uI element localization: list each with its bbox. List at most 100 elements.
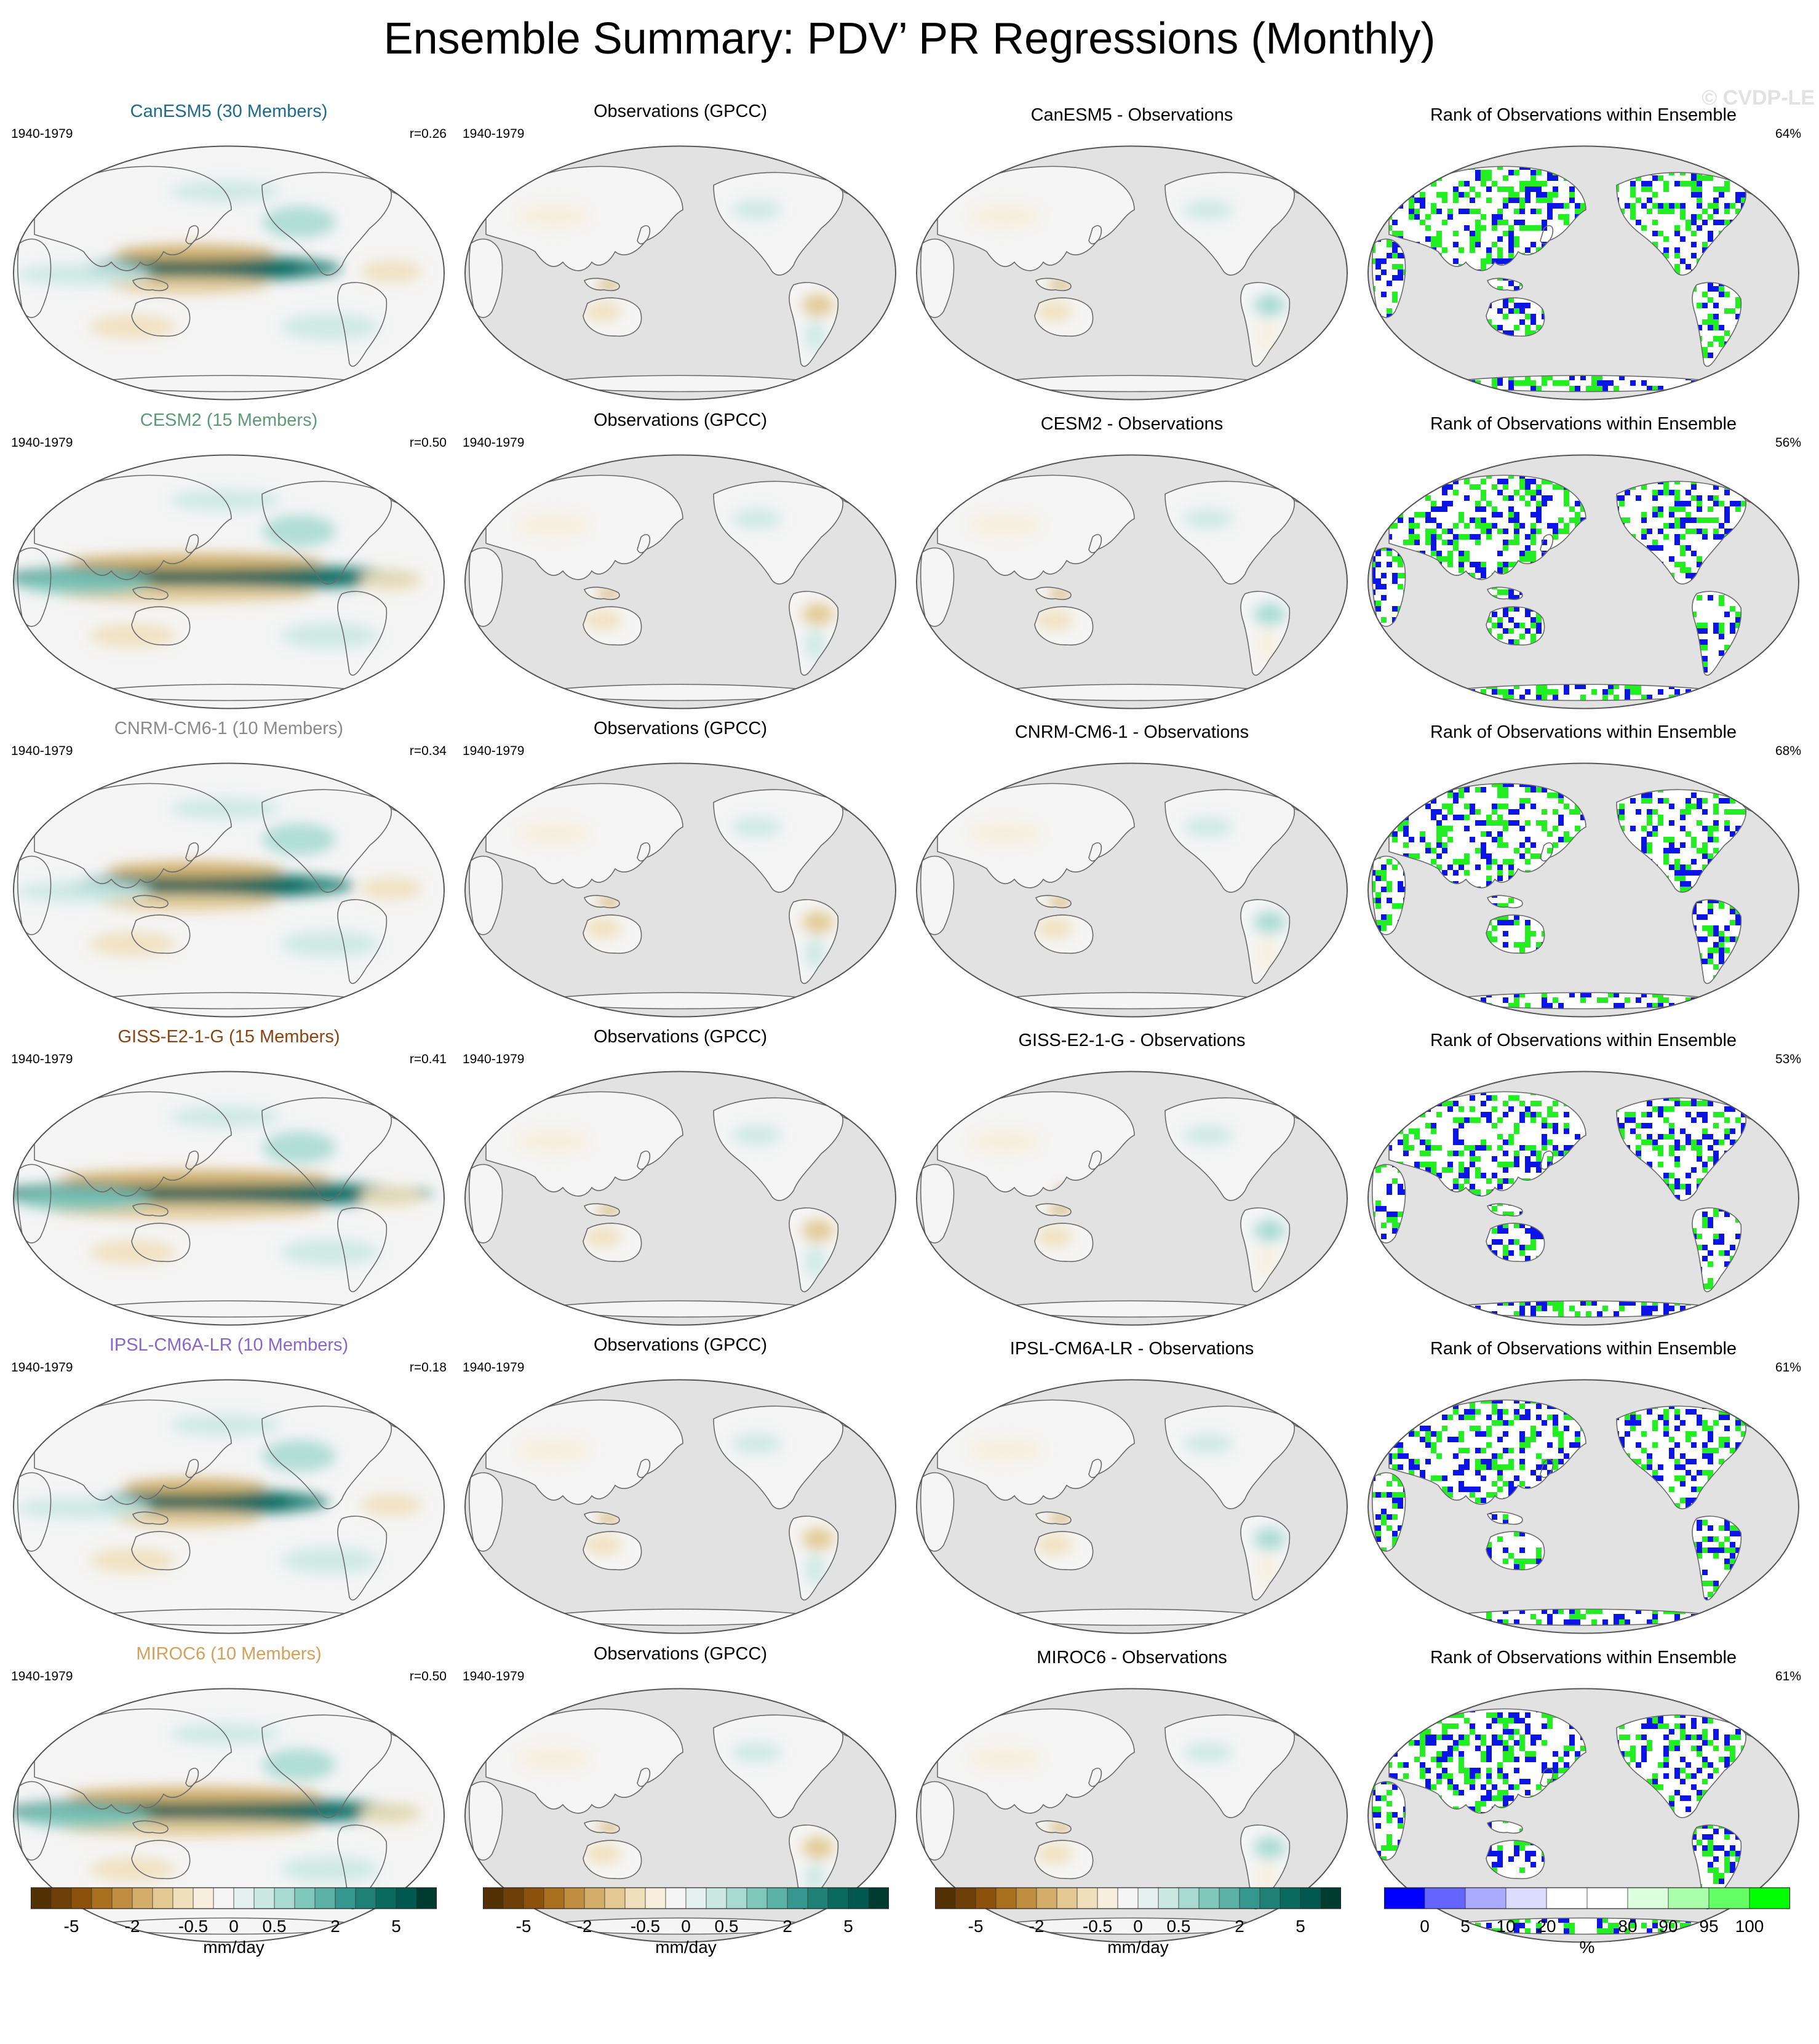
colorbar-swatch [624,1887,646,1909]
period-label: 1940-1979 [463,127,525,141]
rank-percent-label: 61% [1775,1669,1801,1683]
colorbar-swatch [868,1887,890,1909]
period-label: 1940-1979 [11,127,73,141]
colorbar-swatch [335,1887,356,1909]
page-title: Ensemble Summary: PDV’ PR Regressions (M… [383,14,1436,63]
colorbar-swatch [396,1887,417,1909]
colorbar-swatch [375,1887,397,1909]
colorbar-tick-label: -0.5 [630,1917,661,1936]
observations-title: Observations (GPCC) [593,719,767,738]
colorbar-swatch [1097,1887,1118,1909]
difference-title: CESM2 - Observations [1040,414,1224,434]
period-label: 1940-1979 [463,1360,525,1375]
map-panel-diff: GISS-E2-1-G - Observations [908,1026,1356,1333]
map-panel-rank: Rank of Observations within Ensemble 61% [1359,1334,1807,1642]
colorbar-swatch [1300,1887,1321,1909]
map-rank [1367,145,1799,401]
rank-percent-label: 64% [1775,127,1801,141]
rank-title: Rank of Observations within Ensemble [1430,105,1737,125]
map-panel-model: CanESM5 (30 Members) 1940-1979 r=0.26 [5,100,453,408]
model-title: IPSL-CM6A-LR (10 Members) [109,1335,349,1355]
colorbar-swatch [172,1887,194,1909]
colorbar-swatch [995,1887,1017,1909]
colorbar-swatch [50,1887,72,1909]
map-diff [916,1379,1348,1634]
colorbar-tick-label: 2 [1235,1917,1244,1936]
colorbar-swatch [1280,1887,1301,1909]
colorbar-tick-label: 100 [1735,1917,1764,1936]
period-label: 1940-1979 [11,1669,73,1683]
correlation-label: r=0.50 [409,436,447,450]
colorbar-tick-label: 20 [1537,1917,1556,1936]
colorbar-tick-label: -0.5 [178,1917,209,1936]
map-diff [916,454,1348,709]
map-model [13,145,445,401]
colorbar-swatch [1546,1887,1588,1909]
colorbar-swatch [706,1887,727,1909]
period-label: 1940-1979 [11,1052,73,1066]
difference-title: MIROC6 - Observations [1037,1648,1227,1667]
difference-title: GISS-E2-1-G - Observations [1018,1031,1246,1050]
colorbar-tick-label: -5 [63,1917,79,1936]
colorbar-swatch [1383,1887,1425,1909]
map-diff [916,145,1348,401]
colorbar-swatch [563,1887,585,1909]
map-panel-rank: Rank of Observations within Ensemble 53% [1359,1026,1807,1333]
map-panel-obs: Observations (GPCC) 1940-1979 [456,409,904,717]
colorbar-unit-label: mm/day [203,1938,265,1957]
colorbar-tick-label: 5 [1460,1917,1470,1936]
colorbar-tick-label: 2 [782,1917,792,1936]
rank-title: Rank of Observations within Ensemble [1430,414,1737,434]
colorbar-swatch [1219,1887,1240,1909]
colorbar-swatch [543,1887,565,1909]
map-panel-rank: Rank of Observations within Ensemble 56% [1359,409,1807,717]
colorbar-tick-label: -2 [1029,1917,1045,1936]
map-rank [1367,1071,1799,1326]
observations-title: Observations (GPCC) [593,1335,767,1355]
colorbar-swatch [1239,1887,1260,1909]
watermark: © CVDP-LE [1702,86,1815,110]
colorbar-unit-label: mm/day [655,1938,717,1957]
colorbar-swatch [30,1887,52,1909]
rank-percent-label: 53% [1775,1052,1801,1066]
colorbar-unit-label: % [1579,1938,1595,1957]
map-obs [464,1071,896,1326]
colorbar-difference: -5 -2 -0.5 0 0.5 2 5 mm/day [934,1883,1342,1957]
colorbar-swatch [1117,1887,1139,1909]
colorbar-tick-label: -5 [968,1917,984,1936]
map-panel-obs: Observations (GPCC) 1940-1979 [456,1334,904,1642]
rank-title: Rank of Observations within Ensemble [1430,722,1737,742]
period-label: 1940-1979 [11,1360,73,1375]
difference-title: CNRM-CM6-1 - Observations [1014,722,1249,742]
colorbar-tick-label: 0.5 [714,1917,739,1936]
colorbar-tick-label: 5 [843,1917,853,1936]
colorbar-model: -5 -2 -0.5 0 0.5 2 5 mm/day [30,1883,437,1957]
colorbar-swatch [523,1887,544,1909]
colorbar-swatch [482,1887,504,1909]
map-diff [916,1071,1348,1326]
rank-percent-label: 56% [1775,436,1801,450]
colorbar-tick-label: 10 [1496,1917,1516,1936]
colorbar-swatch [111,1887,133,1909]
map-panel-obs: Observations (GPCC) 1940-1979 [456,1026,904,1333]
colorbar-swatch [233,1887,255,1909]
colorbar-swatch [1158,1887,1179,1909]
colorbar-swatch [1465,1887,1507,1909]
colorbar-unit-label: mm/day [1107,1938,1169,1957]
colorbar-swatch [132,1887,153,1909]
colorbar-tick-label: 5 [1296,1917,1305,1936]
map-panel-rank: Rank of Observations within Ensemble 68% [1359,717,1807,1025]
colorbar-tick-label: 90 [1658,1917,1678,1936]
colorbar-swatch [787,1887,808,1909]
map-panel-rank: Rank of Observations within Ensemble 64% [1359,100,1807,408]
colorbar-tick-label: 0.5 [262,1917,287,1936]
period-label: 1940-1979 [463,436,525,450]
colorbar-swatch [1627,1887,1669,1909]
colorbar-swatch [314,1887,336,1909]
period-label: 1940-1979 [11,436,73,450]
colorbar-swatch [416,1887,437,1909]
map-panel-model: GISS-E2-1-G (15 Members) 1940-1979 r=0.41 [5,1026,453,1333]
colorbar-swatch [685,1887,707,1909]
colorbar-swatch [665,1887,687,1909]
map-obs [464,1379,896,1634]
